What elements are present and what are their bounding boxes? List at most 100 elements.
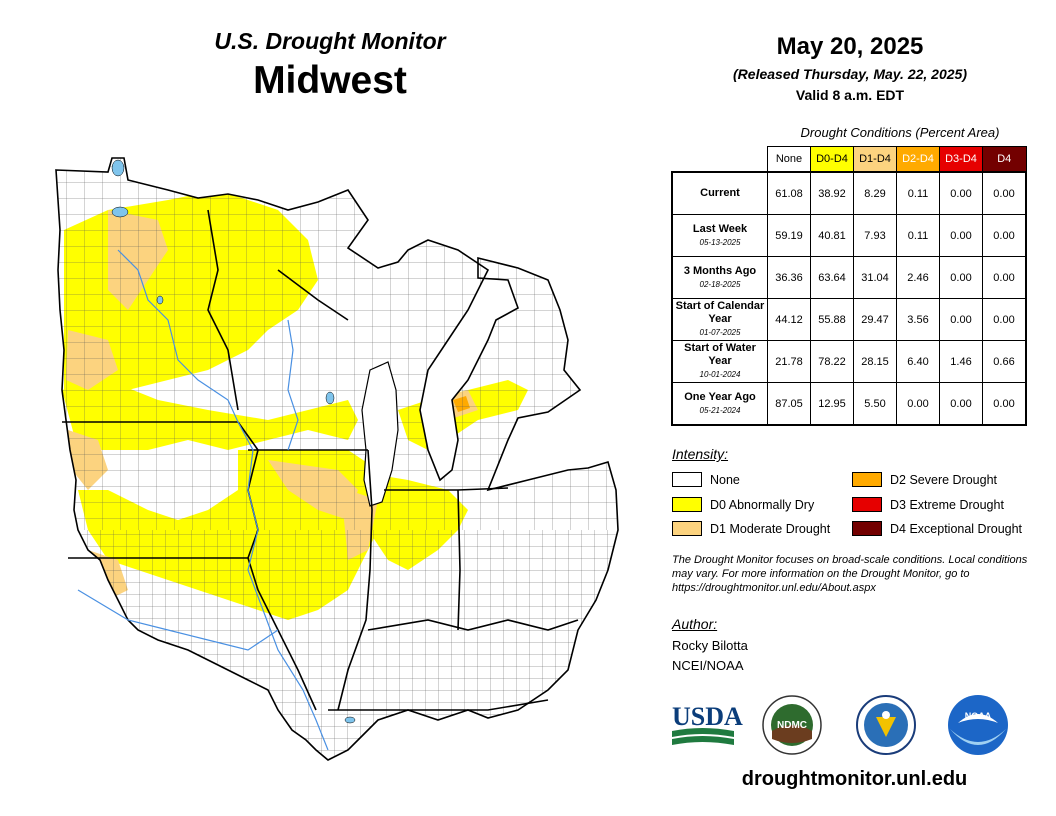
ndmc-logo: NDMC (762, 695, 822, 755)
col-header-d4: D4 (982, 146, 1027, 173)
table-row: Start of Calendar Year 01-07-2025 44.12 5… (671, 298, 1027, 341)
legend-swatch (852, 521, 882, 536)
drought-map (48, 150, 648, 770)
release-date: (Released Thursday, May. 22, 2025) (733, 66, 967, 82)
table-cell: 87.05 (767, 382, 811, 426)
legend-swatch (672, 472, 702, 487)
table-cell: 0.00 (939, 256, 983, 299)
row-date: 02-18-2025 (699, 279, 741, 289)
row-label: Last Week 05-13-2025 (671, 214, 768, 257)
row-label: One Year Ago 05-21-2024 (671, 382, 768, 426)
table-cell: 7.93 (853, 214, 897, 257)
legend-label: D3 Extreme Drought (890, 497, 1004, 512)
lake-michigan (361, 361, 399, 507)
legend-item-d2: D2 Severe Drought (852, 472, 997, 487)
legend-item-d3: D3 Extreme Drought (852, 497, 1004, 512)
legend-item-d4: D4 Exceptional Drought (852, 521, 1022, 536)
legend-label: None (710, 472, 740, 487)
legend-item-d1: D1 Moderate Drought (672, 521, 830, 536)
legend-label: D2 Severe Drought (890, 472, 998, 487)
row-date: 10-01-2024 (699, 370, 741, 379)
table-cell: 78.22 (810, 340, 854, 383)
map-land (56, 158, 618, 760)
table-cell: 0.00 (982, 298, 1027, 341)
author-heading: Author: (672, 616, 718, 632)
legend-swatch (672, 521, 702, 536)
partner-logos: USDA NDMC NOAA (672, 695, 1032, 760)
row-date: 05-21-2024 (699, 405, 741, 415)
disclaimer-note: The Drought Monitor focuses on broad-sca… (672, 554, 1028, 594)
table-cell: 3.56 (896, 298, 940, 341)
row-label: Current (671, 171, 768, 215)
table-cell: 0.00 (982, 256, 1027, 299)
table-cell: 0.11 (896, 214, 940, 257)
table-cell: 36.36 (767, 256, 811, 299)
row-label: Start of Calendar Year 01-07-2025 (671, 298, 768, 341)
website-link[interactable]: droughtmonitor.unl.edu (741, 768, 968, 790)
table-cell: 12.95 (810, 382, 854, 426)
rivers (77, 249, 329, 751)
table-cell: 44.12 (767, 298, 811, 341)
doc-seal (856, 695, 916, 755)
col-header-d3-d4: D3-D4 (939, 146, 983, 173)
noaa-logo: NOAA (948, 695, 1008, 755)
author-name: Rocky Bilotta (672, 638, 748, 653)
table-cell: 31.04 (853, 256, 897, 299)
map-date: May 20, 2025 (776, 33, 924, 60)
table-cell: 0.00 (982, 171, 1027, 215)
legend-title: Intensity: (672, 446, 729, 462)
table-cell: 5.50 (853, 382, 897, 426)
title-block: U.S. Drought Monitor Midwest (150, 28, 510, 103)
table-cell: 0.00 (939, 171, 983, 215)
table-cell: 38.92 (810, 171, 854, 215)
table-cell: 28.15 (853, 340, 897, 383)
table-row: 3 Months Ago 02-18-2025 36.36 63.64 31.04… (671, 256, 1027, 299)
svg-text:NOAA: NOAA (965, 711, 992, 721)
table-corner (672, 147, 768, 173)
row-date: 01-07-2025 (699, 328, 741, 337)
svg-text:USDA: USDA (672, 702, 743, 731)
small-lakes (111, 159, 356, 724)
legend-swatch (672, 497, 702, 512)
table-cell: 6.40 (896, 340, 940, 383)
table-cell: 0.00 (982, 214, 1027, 257)
table-cell: 0.00 (939, 298, 983, 341)
usda-logo: USDA (672, 702, 743, 745)
date-block: May 20, 2025 (Released Thursday, May. 22… (680, 33, 1020, 103)
state-boundaries (55, 157, 619, 761)
col-header-d1-d4: D1-D4 (853, 146, 897, 173)
table-cell: 0.00 (939, 214, 983, 257)
row-label-text: Last Week (692, 222, 748, 235)
table-cell: 8.29 (853, 171, 897, 215)
table-cell: 0.00 (896, 382, 940, 426)
row-label: 3 Months Ago 02-18-2025 (671, 256, 768, 299)
svg-text:NDMC: NDMC (777, 720, 807, 731)
table-row: One Year Ago 05-21-2024 87.05 12.95 5.50 … (671, 382, 1027, 426)
map-subtitle: U.S. Drought Monitor (214, 28, 446, 54)
legend-item-none: None (672, 472, 740, 487)
legend-swatch (852, 472, 882, 487)
row-label-text: 3 Months Ago (683, 264, 757, 277)
legend-swatch (852, 497, 882, 512)
col-header-d0-d4: D0-D4 (810, 146, 854, 173)
table-cell: 2.46 (896, 256, 940, 299)
table-cell: 21.78 (767, 340, 811, 383)
valid-time: Valid 8 a.m. EDT (795, 87, 905, 103)
col-header-none: None (767, 146, 811, 173)
drought-conditions-table: None D0-D4 D1-D4 D2-D4 D3-D4 D4 Current … (671, 146, 1027, 426)
table-cell: 59.19 (767, 214, 811, 257)
table-caption: Drought Conditions (Percent Area) (800, 125, 1000, 140)
legend-label: D0 Abnormally Dry (710, 497, 815, 512)
table-cell: 1.46 (939, 340, 983, 383)
row-date: 05-13-2025 (699, 237, 741, 247)
region-title: Midwest (253, 59, 407, 102)
table-cell: 55.88 (810, 298, 854, 341)
row-label-text: One Year Ago (684, 390, 756, 403)
table-header-row: None D0-D4 D1-D4 D2-D4 D3-D4 D4 (672, 146, 1027, 173)
legend-item-d0: D0 Abnormally Dry (672, 497, 814, 512)
legend-label: D1 Moderate Drought (710, 521, 831, 536)
col-header-d2-d4: D2-D4 (896, 146, 940, 173)
table-cell: 61.08 (767, 171, 811, 215)
table-row: Start of Water Year 10-01-2024 21.78 78.2… (671, 340, 1027, 383)
table-cell: 0.66 (982, 340, 1027, 383)
